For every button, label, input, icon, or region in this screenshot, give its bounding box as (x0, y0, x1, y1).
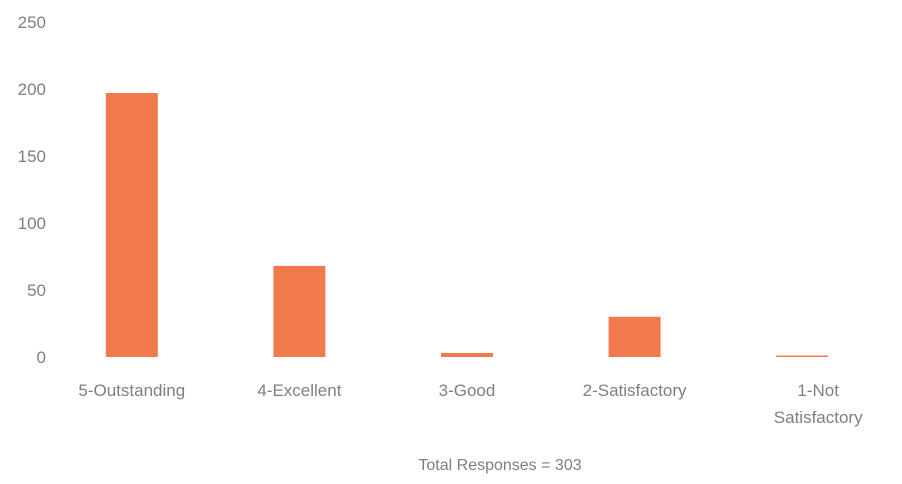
bar-3-good (441, 352, 493, 357)
x-category-label: 5-Outstanding (78, 381, 185, 400)
y-tick-label: 100 (18, 214, 46, 233)
bar-1-not-satisfactory (776, 355, 829, 357)
x-axis-label: Total Responses = 303 (418, 457, 581, 474)
bars (105, 93, 829, 358)
x-category-label: 2-Satisfactory (583, 381, 687, 400)
x-axis-categories: 5-Outstanding 4-Excellent 3-Good 2-Satisfac… (78, 381, 863, 427)
bar-5-outstanding (105, 93, 158, 358)
x-category-label: 3-Good (439, 381, 496, 400)
y-tick-label: 0 (37, 348, 46, 367)
x-category-label: 1-Not Satisfactory (774, 381, 863, 427)
bar-4-excellent (273, 265, 326, 357)
bar-2-satisfactory (608, 316, 661, 357)
y-tick-label: 50 (27, 281, 46, 300)
y-tick-label: 250 (18, 13, 46, 32)
x-category-label: 4-Excellent (257, 381, 341, 400)
y-tick-label: 200 (18, 80, 46, 99)
y-tick-label: 150 (18, 147, 46, 166)
y-axis-ticks: 0 50 100 150 200 250 (18, 13, 46, 367)
